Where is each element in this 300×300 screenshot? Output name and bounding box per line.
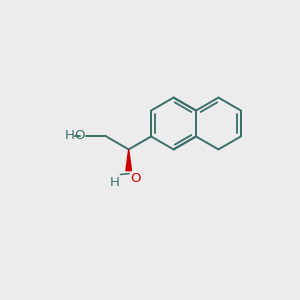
Text: H: H [64,129,74,142]
Polygon shape [126,149,131,171]
Text: O: O [74,129,85,142]
Text: H: H [110,176,119,189]
Text: O: O [130,172,141,185]
